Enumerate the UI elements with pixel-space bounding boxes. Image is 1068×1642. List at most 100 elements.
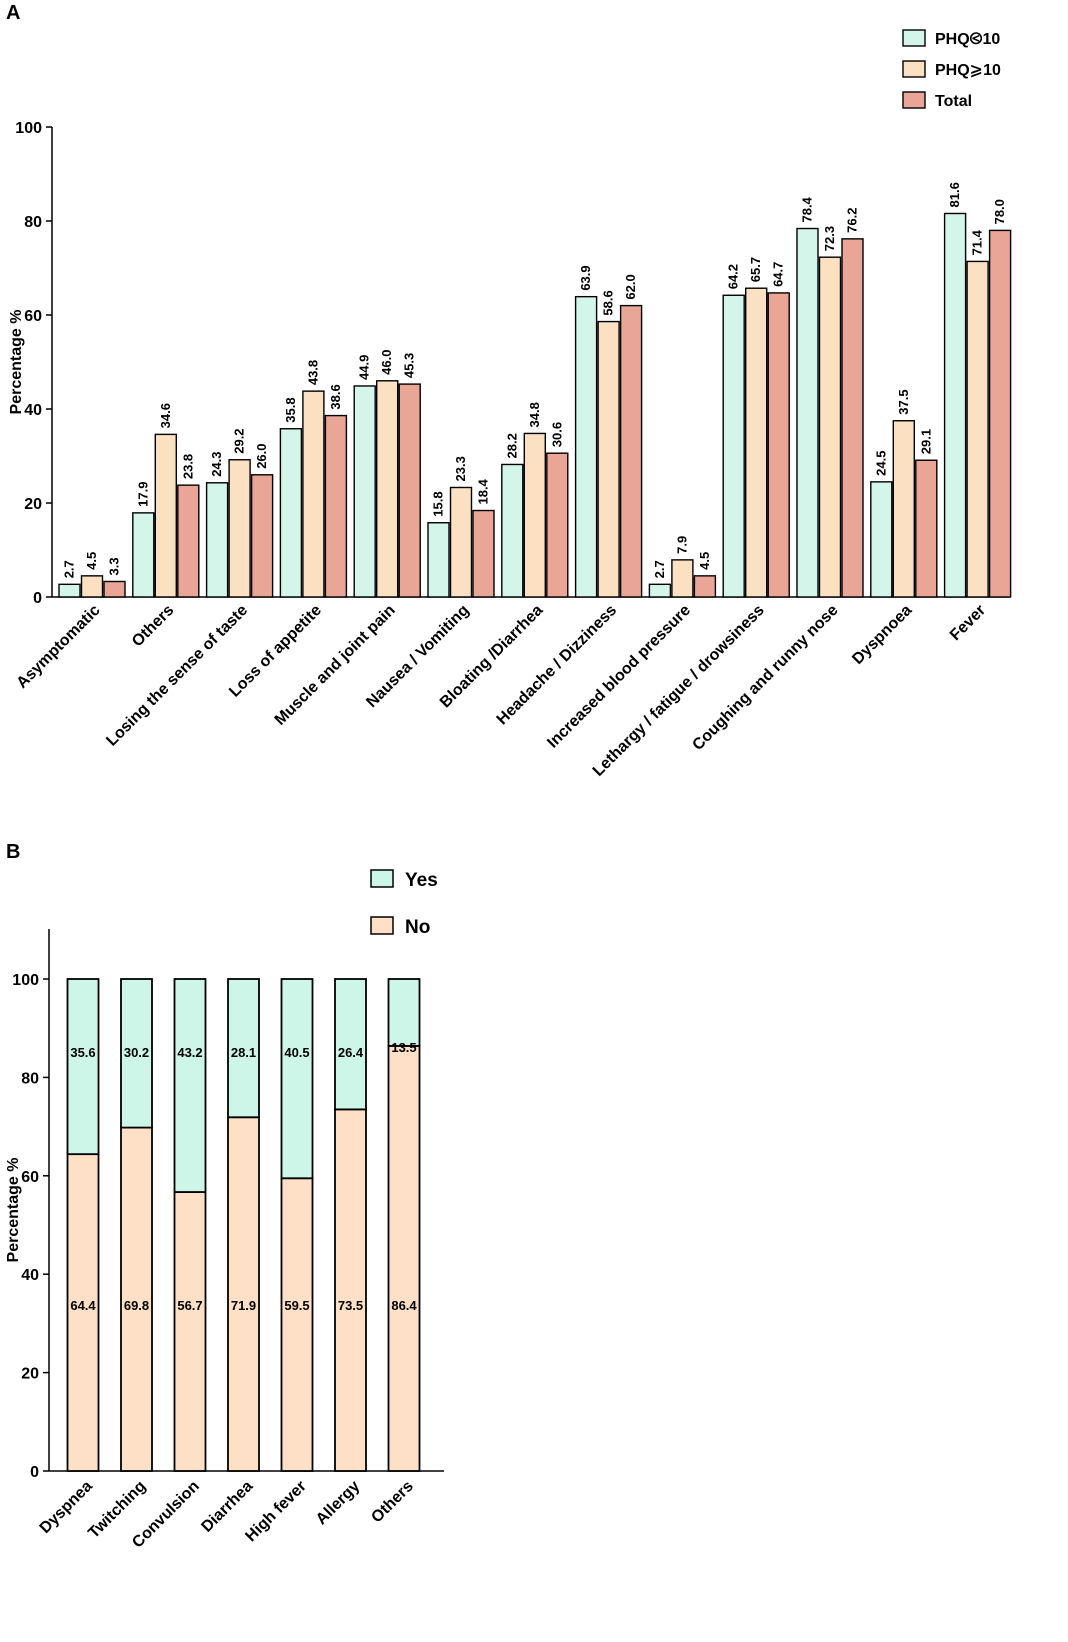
category-label: Headache / Dizziness bbox=[494, 602, 621, 729]
bar-total bbox=[398, 383, 421, 598]
bar-value-label: 24.3 bbox=[209, 451, 224, 476]
bar-phq-ge10 bbox=[154, 433, 178, 598]
category-label: Others bbox=[368, 1478, 417, 1527]
legend-label: PHQ⩾10 bbox=[935, 62, 1001, 79]
segment-value-yes: 13.5 bbox=[391, 1040, 416, 1055]
segment-value-no: 69.8 bbox=[124, 1298, 149, 1313]
bar-phq-ge10 bbox=[745, 287, 768, 598]
bar-value-label: 17.9 bbox=[135, 482, 150, 507]
bar-segment-yes bbox=[66, 978, 100, 1156]
bar-phq-ge10 bbox=[892, 420, 915, 598]
legend-swatch bbox=[902, 29, 926, 47]
bar-value-label: 63.9 bbox=[578, 265, 593, 290]
panel-b-letter: B bbox=[6, 841, 20, 863]
bar-value-label: 15.8 bbox=[431, 491, 446, 516]
bar-phq-ge10 bbox=[597, 320, 620, 598]
y-tick-label: 40 bbox=[21, 1267, 39, 1284]
bar-phq-lt10 bbox=[796, 227, 819, 598]
y-tick-label: 20 bbox=[21, 1366, 39, 1383]
bar-phq-lt10 bbox=[279, 428, 303, 598]
bar-value-label: 3.3 bbox=[107, 557, 122, 575]
bar-value-label: 78.0 bbox=[992, 199, 1007, 224]
bar-value-label: 44.9 bbox=[357, 355, 372, 380]
category-label: Fever bbox=[947, 602, 989, 644]
bar-phq-lt10 bbox=[132, 512, 155, 598]
bar-phq-lt10 bbox=[427, 522, 450, 598]
segment-value-yes: 40.5 bbox=[284, 1045, 309, 1060]
bar-phq-ge10 bbox=[376, 380, 399, 598]
y-tick-label: 60 bbox=[21, 1169, 39, 1186]
legend-swatch bbox=[902, 60, 926, 78]
bar-phq-ge10 bbox=[671, 559, 694, 598]
segment-value-no: 59.5 bbox=[284, 1298, 309, 1313]
bar-total bbox=[177, 484, 200, 598]
segment-value-yes: 35.6 bbox=[70, 1045, 95, 1060]
category-label: Muscle and joint pain bbox=[272, 602, 399, 729]
bar-segment-no bbox=[173, 1191, 207, 1472]
y-tick-label: 0 bbox=[30, 1464, 39, 1481]
category-label: Others bbox=[129, 602, 178, 651]
legend-label: No bbox=[405, 917, 430, 938]
bar-phq-ge10 bbox=[966, 260, 989, 598]
y-tick-label: 60 bbox=[24, 308, 42, 325]
bar-value-label: 34.6 bbox=[158, 403, 173, 428]
bar-value-label: 72.3 bbox=[822, 226, 837, 251]
y-tick-label: 100 bbox=[12, 972, 39, 989]
bar-phq-lt10 bbox=[722, 294, 745, 598]
bar-value-label: 64.2 bbox=[726, 264, 741, 289]
bar-phq-lt10 bbox=[648, 583, 672, 598]
segment-value-no: 86.4 bbox=[391, 1298, 417, 1313]
bar-value-label: 4.5 bbox=[697, 552, 712, 570]
bar-total bbox=[472, 509, 495, 598]
bar-phq-lt10 bbox=[943, 212, 967, 598]
bar-value-label: 2.7 bbox=[62, 560, 77, 578]
y-tick-label: 0 bbox=[33, 590, 42, 607]
bar-value-label: 81.6 bbox=[947, 182, 962, 207]
bar-value-label: 65.7 bbox=[748, 257, 763, 282]
bar-value-label: 23.8 bbox=[180, 454, 195, 479]
bar-segment-yes bbox=[280, 978, 314, 1180]
bar-value-label: 23.3 bbox=[453, 456, 468, 481]
bar-total bbox=[103, 580, 126, 598]
panel-a: A 0 20 40 60 80 100 Percentage % 2.7 4.5 3.3 Asympt… bbox=[6, 2, 1012, 780]
legend-swatch bbox=[902, 91, 926, 109]
bar-phq-lt10 bbox=[574, 295, 598, 598]
bar-phq-ge10 bbox=[449, 486, 473, 598]
bar-value-label: 26.0 bbox=[254, 443, 269, 468]
legend-swatch bbox=[370, 916, 394, 935]
bar-value-label: 7.9 bbox=[674, 536, 689, 554]
bar-phq-lt10 bbox=[353, 385, 376, 598]
bar-value-label: 46.0 bbox=[379, 349, 394, 374]
bar-phq-ge10 bbox=[228, 459, 251, 598]
bar-total bbox=[915, 459, 938, 598]
bar-value-label: 4.5 bbox=[84, 552, 99, 570]
bar-phq-lt10 bbox=[501, 463, 524, 598]
bar-segment-no bbox=[387, 1045, 421, 1472]
bar-total bbox=[546, 452, 569, 598]
bar-segment-yes bbox=[173, 978, 207, 1193]
y-tick-label: 80 bbox=[24, 214, 42, 231]
category-label: Increased blood pressure bbox=[544, 602, 694, 752]
category-label: Dyspnoea bbox=[849, 602, 915, 668]
bar-phq-lt10 bbox=[58, 583, 81, 598]
segment-value-no: 73.5 bbox=[338, 1298, 363, 1313]
y-tick-label: 20 bbox=[24, 496, 42, 513]
bar-segment-no bbox=[334, 1108, 367, 1472]
bar-value-label: 24.5 bbox=[873, 451, 888, 476]
bar-value-label: 43.8 bbox=[305, 360, 320, 385]
legend-swatch bbox=[370, 869, 394, 888]
bar-value-label: 37.5 bbox=[896, 389, 911, 414]
bar-value-label: 76.2 bbox=[845, 208, 860, 233]
segment-value-no: 71.9 bbox=[231, 1298, 256, 1313]
bar-value-label: 35.8 bbox=[283, 397, 298, 422]
segment-value-yes: 28.1 bbox=[231, 1045, 256, 1060]
y-tick-label: 80 bbox=[21, 1070, 39, 1087]
bar-phq-ge10 bbox=[80, 575, 104, 598]
bar-segment-no bbox=[120, 1126, 153, 1472]
bar-total bbox=[619, 304, 643, 598]
bar-phq-lt10 bbox=[205, 482, 229, 598]
category-label: Coughing and runny nose bbox=[689, 602, 841, 754]
bar-segment-yes bbox=[387, 978, 421, 1047]
panel-a-letter: A bbox=[6, 2, 20, 24]
